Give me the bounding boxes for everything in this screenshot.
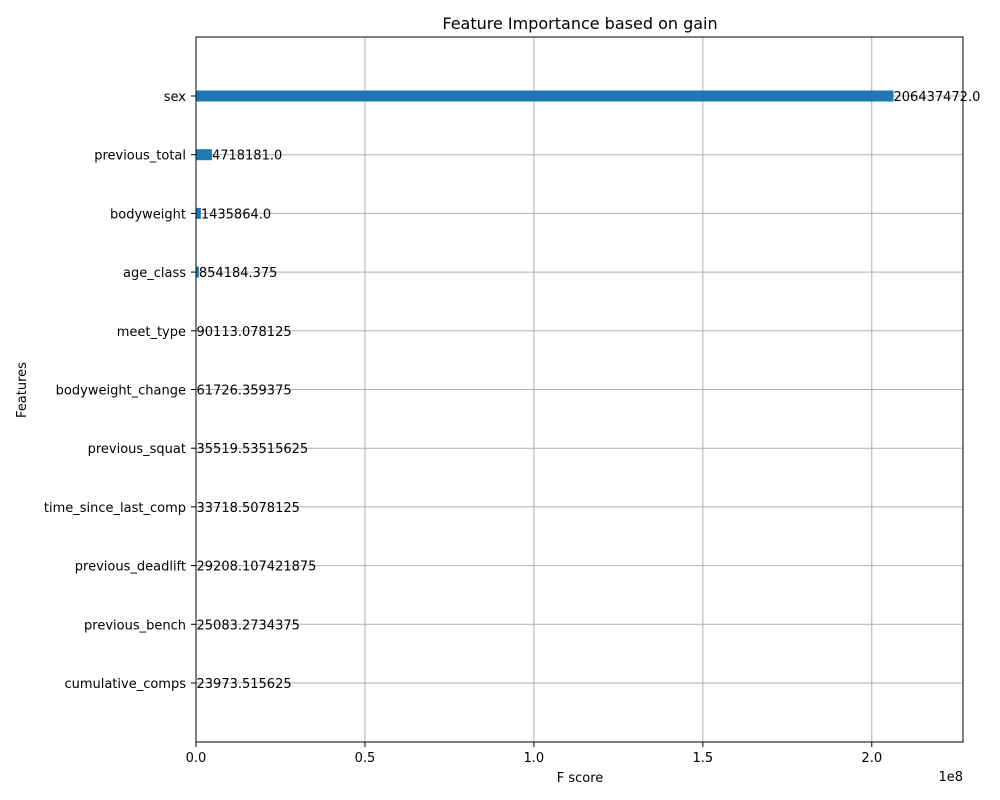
data-label-previous_bench: 25083.2734375 (197, 618, 300, 633)
y-tick-label-time_since_last_comp: time_since_last_comp (44, 501, 186, 516)
y-axis-label: Features (15, 362, 30, 418)
y-tick-label-bodyweight: bodyweight (110, 207, 186, 222)
data-label-bodyweight: 1435864.0 (201, 207, 271, 222)
y-tick-label-previous_deadlift: previous_deadlift (75, 560, 186, 575)
x-tick-label: 2.0 (861, 751, 882, 766)
data-label-bodyweight_change: 61726.359375 (197, 384, 292, 399)
y-tick-label-meet_type: meet_type (117, 325, 186, 340)
bar-previous_total (196, 149, 212, 161)
data-label-sex: 206437472.0 (894, 90, 981, 105)
data-label-previous_total: 4718181.0 (212, 149, 282, 164)
y-tick-label-bodyweight_change: bodyweight_change (56, 384, 186, 399)
data-labels-layer: 206437472.0 4718181.0 1435864.0 854184.375 9… (197, 90, 981, 692)
y-tick-label-previous_total: previous_total (94, 149, 186, 164)
x-tick-label: 1.0 (524, 751, 545, 766)
x-tick-label: 0.0 (186, 751, 207, 766)
bar-sex (196, 90, 894, 102)
bar-bodyweight (196, 207, 201, 219)
x-ticks-layer: 0.0 0.5 1.0 1.5 2.0 (186, 742, 882, 766)
data-label-time_since_last_comp: 33718.5078125 (197, 501, 300, 516)
y-tick-label-age_class: age_class (123, 266, 186, 281)
y-tick-label-previous_squat: previous_squat (88, 442, 186, 457)
y-tick-label-cumulative_comps: cumulative_comps (64, 677, 186, 692)
data-label-meet_type: 90113.078125 (197, 325, 292, 340)
data-label-previous_squat: 35519.53515625 (197, 442, 309, 457)
data-label-age_class: 854184.375 (199, 266, 278, 281)
grid-layer (195, 37, 963, 742)
chart-title: Feature Importance based on gain (442, 14, 717, 33)
y-ticks-layer: sex previous_total bodyweight age_classmeet… (44, 90, 196, 692)
bar-age_class (196, 266, 199, 278)
data-label-cumulative_comps: 23973.515625 (197, 677, 292, 692)
y-tick-label-previous_bench: previous_bench (84, 618, 186, 633)
y-tick-label-sex: sex (164, 90, 187, 105)
x-tick-label: 0.5 (355, 751, 376, 766)
x-axis-label: F score (557, 771, 604, 786)
x-offset-label: 1e8 (938, 770, 963, 785)
data-label-previous_deadlift: 29208.107421875 (197, 560, 317, 575)
x-tick-label: 1.5 (692, 751, 713, 766)
